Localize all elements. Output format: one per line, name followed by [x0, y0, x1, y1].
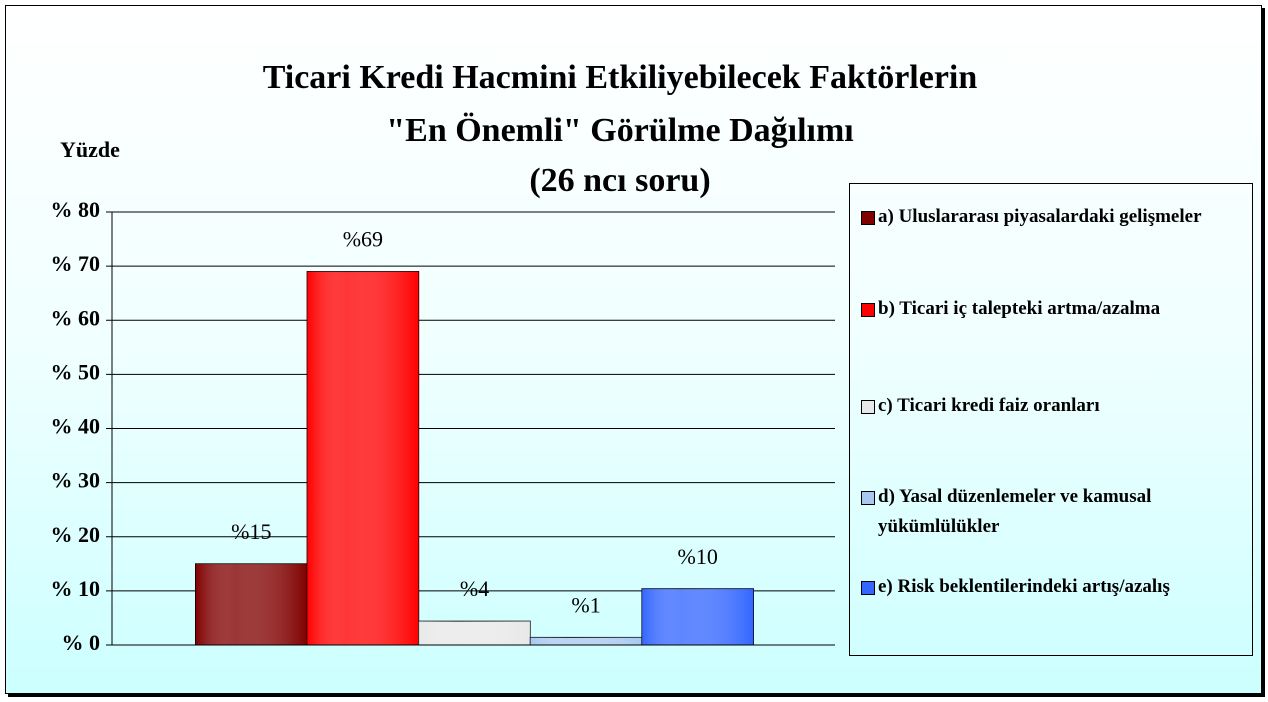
legend-entry: d) Yasal düzenlemeler ve kamusal yükümlü… [858, 482, 1250, 542]
legend-swatch [861, 491, 875, 505]
y-axis-label: Yüzde [60, 137, 120, 162]
legend-entry: b) Ticari iç talepteki artma/azalma [858, 294, 1250, 324]
bar-shine [307, 271, 419, 645]
y-tick-label: % 60 [51, 305, 101, 330]
y-tick-label: % 20 [51, 522, 101, 547]
y-tick-label: % 10 [51, 576, 101, 601]
legend-label: b) Ticari iç talepteki artma/azalma [878, 298, 1161, 319]
bar-shine [418, 621, 531, 645]
y-tick-label: % 50 [51, 359, 101, 384]
y-tick-label: % 70 [51, 251, 101, 276]
legend-entry: e) Risk beklentilerindeki artış/azalış [858, 572, 1250, 602]
data-label: %10 [678, 544, 718, 569]
legend-label: d) Yasal düzenlemeler ve kamusal yükümlü… [878, 486, 1152, 537]
y-tick-label: % 0 [62, 630, 101, 655]
y-tick-label: % 30 [51, 468, 101, 493]
legend-swatch [861, 581, 875, 595]
legend-entry: c) Ticari kredi faiz oranları [858, 391, 1250, 421]
legend: a) Uluslararası piyasalardaki gelişmeler… [849, 183, 1253, 656]
y-tick-label: % 40 [51, 414, 101, 439]
data-label: %15 [231, 519, 271, 544]
data-label: %69 [343, 227, 383, 252]
legend-label: c) Ticari kredi faiz oranları [878, 395, 1100, 416]
legend-swatch [861, 303, 875, 317]
data-label: %1 [571, 592, 600, 617]
legend-swatch [861, 400, 875, 414]
legend-swatch [861, 211, 875, 225]
y-tick-label: % 80 [51, 197, 101, 222]
bar-shine [195, 563, 308, 645]
legend-label: e) Risk beklentilerindeki artış/azalış [878, 576, 1170, 597]
bar-shine [641, 588, 754, 645]
chart-subtitle: (26 ncı soru) [529, 162, 710, 199]
legend-entry: a) Uluslararası piyasalardaki gelişmeler [858, 202, 1250, 232]
chart-title: Ticari Kredi Hacmini Etkiliyebilecek Fak… [263, 59, 978, 96]
legend-label: a) Uluslararası piyasalardaki gelişmeler [878, 206, 1202, 227]
bar-shine [530, 637, 642, 645]
data-label: %4 [460, 576, 489, 601]
chart-title: "En Önemli" Görülme Dağılımı [386, 112, 853, 149]
